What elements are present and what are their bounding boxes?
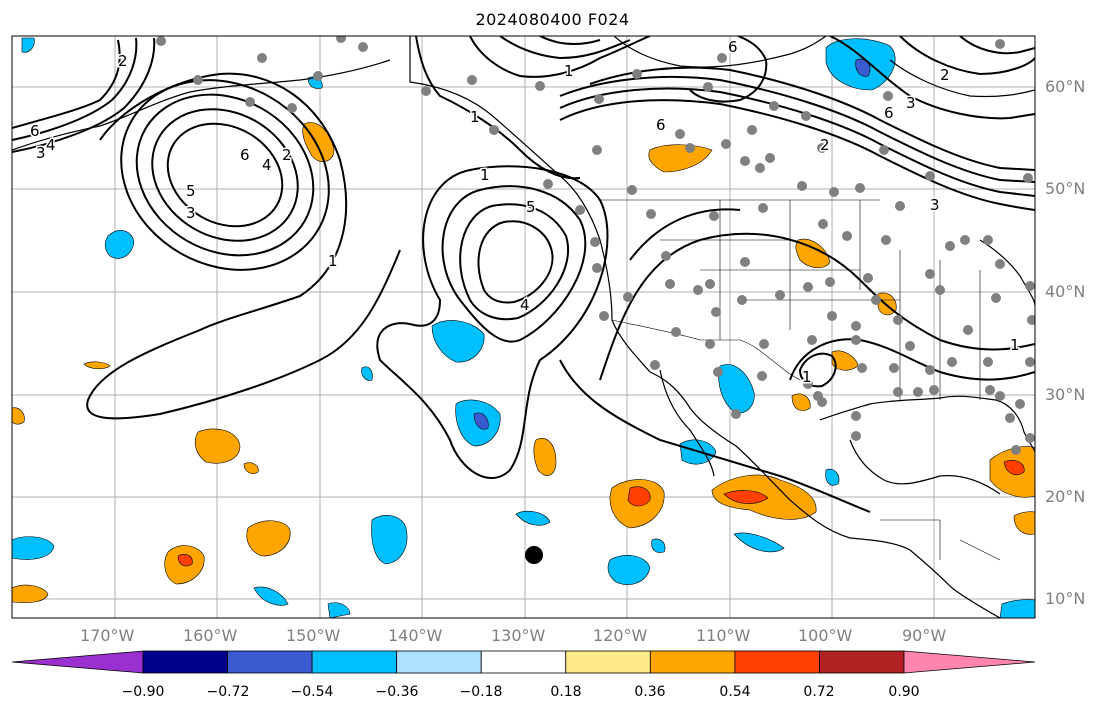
map-frame <box>11 35 1036 619</box>
coastlines <box>12 36 1035 618</box>
lon-label: 100°W <box>798 626 853 645</box>
contour-label: 3 <box>186 204 196 222</box>
lon-label: 120°W <box>593 626 648 645</box>
colorbar-tick-label: 0.54 <box>719 684 751 700</box>
contour-label: 1 <box>1010 336 1020 354</box>
colorbar-tick-label: −0.90 <box>121 684 165 700</box>
station-markers <box>156 36 1035 455</box>
colorbar-segment <box>142 650 228 674</box>
colorbar-tick-label: 0.36 <box>634 684 666 700</box>
contour-lines <box>12 36 1035 513</box>
contour-label: 4 <box>46 136 56 154</box>
contour-label: 6 <box>656 116 666 134</box>
lat-label: 40°N <box>1045 282 1086 301</box>
colorbar-tick-label: −0.18 <box>459 684 503 700</box>
colorbar-segment <box>396 650 482 674</box>
contour-label: 4 <box>262 156 272 174</box>
contour-label: 6 <box>728 38 738 56</box>
colorbar-tick-label: 0.72 <box>803 684 835 700</box>
lat-label: 20°N <box>1045 487 1086 506</box>
lat-label: 10°N <box>1045 589 1086 608</box>
lon-label: 150°W <box>286 626 341 645</box>
contour-label: 6 <box>240 146 250 164</box>
contour-label: 5 <box>526 198 536 216</box>
colorbar-tick-label: 0.18 <box>550 684 582 700</box>
colorbar-segment <box>819 650 905 674</box>
map-title: 2024080400 F024 <box>475 10 630 29</box>
lat-label: 50°N <box>1045 179 1086 198</box>
borders <box>409 36 1001 561</box>
contour-label: 1 <box>328 252 338 270</box>
colorbar-tick-label: 0.90 <box>888 684 920 700</box>
lon-label: 160°W <box>183 626 238 645</box>
contour-label: 2 <box>282 146 292 164</box>
colorbar-tick-label: −0.36 <box>375 684 419 700</box>
colorbar-tick-label: −0.54 <box>290 684 334 700</box>
negative-anomaly-areas <box>12 37 1035 618</box>
contour-label: 1 <box>480 166 490 184</box>
contour-label: 2 <box>118 52 128 70</box>
colorbar-tick-label: −0.72 <box>206 684 250 700</box>
contour-label-group: 6 4 3 2 1 1 6 2 3 5 4 1 1 6 2 3 6 3 2 1 … <box>29 37 1022 388</box>
contour-label: 1 <box>802 368 812 386</box>
lon-label: 90°W <box>902 626 947 645</box>
colorbar-segment <box>734 650 820 674</box>
colorbar-extension-low <box>11 650 144 674</box>
gridlines <box>12 36 1035 618</box>
colorbar-segment <box>227 650 313 674</box>
contour-label: 3 <box>930 196 940 214</box>
colorbar-segment <box>311 650 398 674</box>
positive-anomaly-areas <box>12 122 1035 604</box>
contour-label: 1 <box>564 62 574 80</box>
colorbar-extension-high <box>903 650 1036 674</box>
highlight-marker <box>525 546 543 564</box>
lon-label: 130°W <box>491 626 546 645</box>
contour-label: 5 <box>186 182 196 200</box>
contour-label: 6 <box>884 104 894 122</box>
contour-label: 2 <box>820 136 830 154</box>
colorbar-segment <box>649 650 736 674</box>
lat-label: 60°N <box>1045 77 1086 96</box>
lon-label: 170°W <box>80 626 135 645</box>
lat-label: 30°N <box>1045 385 1086 404</box>
colorbar-segment <box>565 650 651 674</box>
contour-label: 3 <box>36 144 46 162</box>
contour-label: 2 <box>940 66 950 84</box>
contour-label: 4 <box>520 296 530 314</box>
colorbar <box>11 650 1036 674</box>
contour-label: 1 <box>470 108 480 126</box>
contour-label: 3 <box>906 94 916 112</box>
contour-label: 6 <box>30 122 40 140</box>
lon-label: 110°W <box>696 626 751 645</box>
lon-label: 140°W <box>388 626 443 645</box>
colorbar-segment <box>480 650 567 674</box>
